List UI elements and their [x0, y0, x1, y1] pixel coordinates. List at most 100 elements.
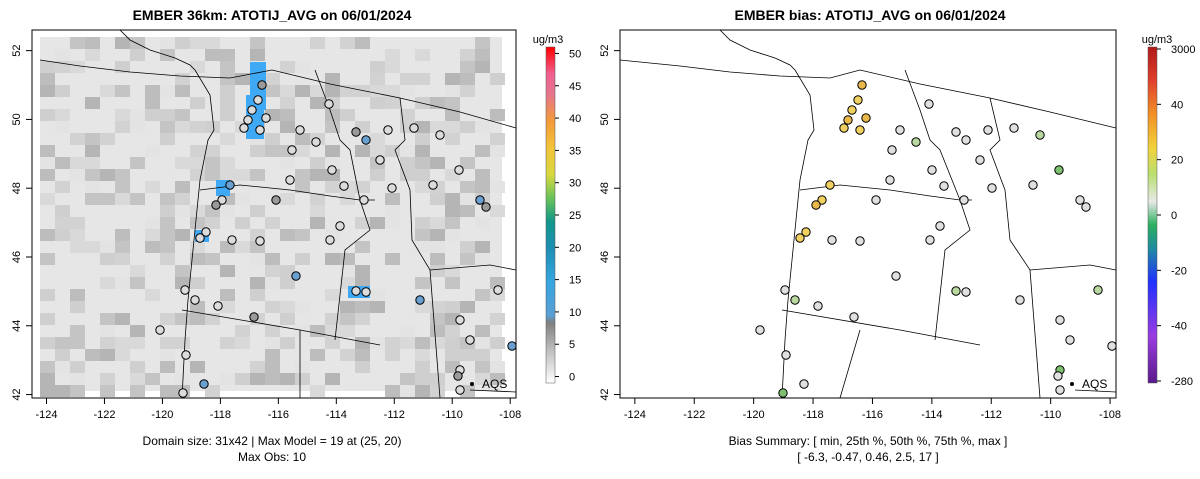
- model-grid-cell: [145, 217, 160, 229]
- model-grid-cell: [100, 313, 115, 325]
- model-grid-cell: [265, 373, 280, 385]
- model-grid-cell: [355, 361, 370, 373]
- bias-obs-point: [801, 227, 811, 237]
- model-grid-cell: [190, 121, 205, 133]
- model-grid-cell: [325, 73, 340, 85]
- model-grid-cell: [490, 277, 505, 289]
- model-grid-cell: [205, 49, 220, 61]
- model-grid-cell: [205, 253, 220, 265]
- x-tick-label: -120: [743, 409, 765, 421]
- bias-obs-point: [843, 115, 853, 125]
- model-grid-cell: [40, 229, 55, 241]
- bias-observation-points: [755, 80, 1116, 398]
- model-grid-cell: [130, 265, 145, 277]
- model-grid-cell: [400, 73, 415, 85]
- model-grid-cell: [280, 157, 295, 169]
- model-grid-cell: [445, 265, 460, 277]
- model-colorbar-ticks: 0 5 10 15 20 25 30 35 40 45 50: [555, 48, 581, 384]
- model-grid-cell: [175, 337, 190, 349]
- bias-obs-point: [1093, 285, 1103, 295]
- model-grid-cell: [250, 37, 265, 49]
- model-grid-cell: [325, 157, 340, 169]
- bias-obs-point: [925, 235, 935, 245]
- model-grid-cell: [145, 145, 160, 157]
- model-grid-cell: [430, 385, 445, 397]
- model-obs-point: [409, 123, 419, 133]
- model-grid-cell: [160, 253, 175, 265]
- aqs-legend-marker: [470, 382, 474, 386]
- x-tick-label: -110: [442, 409, 463, 421]
- model-grid-cell: [310, 385, 325, 397]
- model-grid-cell: [145, 85, 160, 97]
- model-grid-cell: [295, 133, 310, 145]
- model-obs-point: [155, 325, 165, 335]
- model-obs-point: [475, 195, 485, 205]
- model-grid-cell: [235, 217, 250, 229]
- model-obs-point: [180, 285, 190, 295]
- model-obs-point: [190, 295, 200, 305]
- model-grid-cell: [325, 145, 340, 157]
- model-grid-cell: [370, 169, 385, 181]
- x-tick-label: -112: [384, 409, 405, 421]
- model-grid-cell: [310, 217, 325, 229]
- model-grid-cell: [175, 229, 190, 241]
- model-grid-cell: [175, 73, 190, 85]
- bias-obs-point: [1028, 180, 1038, 190]
- bias-canada-us-border: [620, 59, 1116, 129]
- model-grid-cell: [430, 157, 445, 169]
- bias-obs-point: [951, 127, 961, 137]
- model-grid-cell: [70, 169, 85, 181]
- model-obs-point: [257, 80, 267, 90]
- model-grid-cell: [430, 217, 445, 229]
- model-grid-cell: [475, 61, 490, 73]
- colorbar-tick-label: 30: [569, 178, 581, 190]
- model-grid-cell: [475, 49, 490, 61]
- bias-obs-point: [939, 181, 949, 191]
- model-grid-cell: [280, 301, 295, 313]
- model-obs-point: [465, 335, 475, 345]
- model-observation-points: [155, 80, 516, 398]
- model-grid-cell: [385, 349, 400, 361]
- model-grid-cell: [250, 277, 265, 289]
- model-grid-cell: [355, 337, 370, 349]
- model-grid-cell: [310, 169, 325, 181]
- model-grid-cell: [475, 325, 490, 337]
- model-grid-cell: [205, 121, 220, 133]
- model-grid-cell: [325, 313, 340, 325]
- bias-obs-point: [1081, 202, 1091, 212]
- model-grid-cell: [115, 181, 130, 193]
- model-grid-cell: [85, 169, 100, 181]
- model-grid-cell: [70, 133, 85, 145]
- model-grid-cell: [70, 385, 85, 397]
- x-tick-label: -108: [1099, 409, 1121, 421]
- model-grid-cell: [490, 181, 505, 193]
- model-grid-cell: [385, 337, 400, 349]
- model-obs-point: [195, 233, 205, 243]
- model-grid-cell: [475, 253, 490, 265]
- model-grid-cell: [145, 229, 160, 241]
- bias-obs-point: [1053, 371, 1063, 381]
- bias-nv-ut-border: [839, 329, 861, 398]
- model-grid-cell: [85, 193, 100, 205]
- model-grid-cell: [295, 61, 310, 73]
- y-tick-label: 48: [11, 182, 23, 194]
- model-grid-cell: [295, 145, 310, 157]
- model-grid-cell: [205, 37, 220, 49]
- model-grid-cell: [370, 217, 385, 229]
- model-grid-cell: [130, 373, 145, 385]
- bias-colorbar: [1147, 46, 1158, 384]
- model-grid-cell: [85, 157, 100, 169]
- model-grid-cell: [475, 373, 490, 385]
- x-tick-label: -120: [151, 409, 173, 421]
- model-grid-cell: [430, 301, 445, 313]
- model-grid-cell: [370, 289, 385, 301]
- panel-model: EMBER 36km: ATOTIJ_AVG on 06/01/2024 AQS…: [11, 7, 581, 464]
- model-obs-point: [247, 105, 257, 115]
- x-tick-label: -124: [35, 409, 57, 421]
- model-grid-cell: [160, 241, 175, 253]
- model-obs-point: [178, 388, 188, 398]
- model-grid-cell: [220, 133, 235, 145]
- model-grid-cell: [460, 61, 475, 73]
- bias-obs-point: [951, 286, 961, 296]
- y-tick-label: 42: [599, 388, 611, 400]
